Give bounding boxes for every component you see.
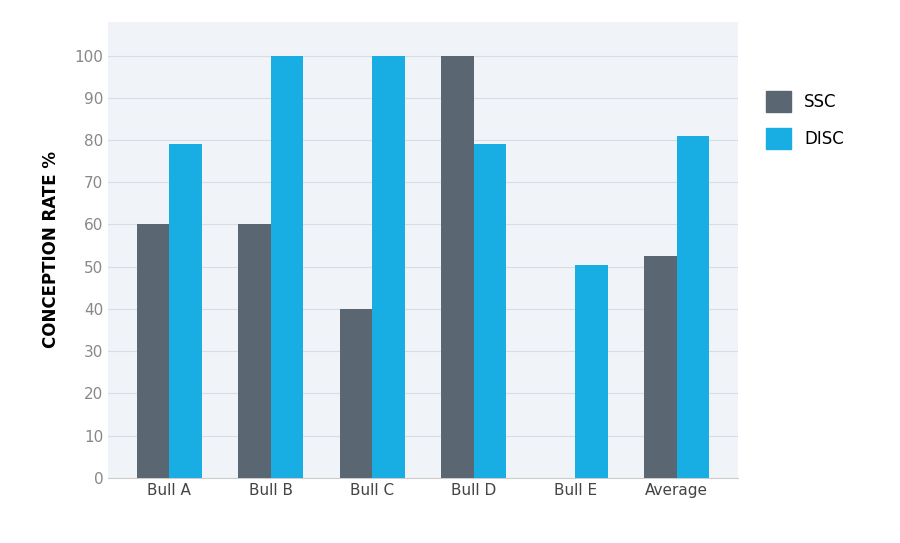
Bar — [441, 55, 473, 478]
Bar — [238, 224, 271, 478]
Bar — [137, 224, 169, 478]
Bar — [644, 256, 677, 478]
Bar — [339, 309, 373, 478]
Bar — [169, 144, 202, 478]
Bar — [677, 136, 709, 478]
Bar — [575, 264, 608, 478]
Legend: SSC, DISC: SSC, DISC — [759, 85, 850, 155]
Bar — [473, 144, 507, 478]
Bar — [373, 55, 405, 478]
Bar — [271, 55, 303, 478]
Y-axis label: CONCEPTION RATE %: CONCEPTION RATE % — [42, 151, 60, 348]
